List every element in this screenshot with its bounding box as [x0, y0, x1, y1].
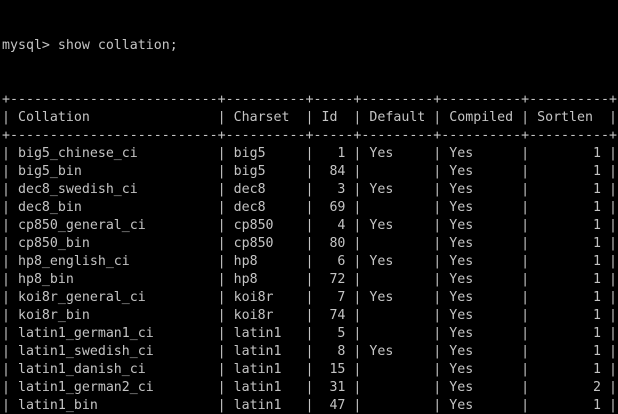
- table-row: | koi8r_general_ci | koi8r | 7 | Yes | Y…: [2, 290, 617, 305]
- table-row: | hp8_english_ci | hp8 | 6 | Yes | Yes |…: [2, 254, 617, 269]
- table-row: | koi8r_bin | koi8r | 74 | | Yes | 1 |: [2, 308, 617, 323]
- table-row: | dec8_bin | dec8 | 69 | | Yes | 1 |: [2, 200, 617, 215]
- table-row: | big5_chinese_ci | big5 | 1 | Yes | Yes…: [2, 146, 617, 161]
- table-row: | latin1_german1_ci | latin1 | 5 | | Yes…: [2, 326, 617, 341]
- table-row: | hp8_bin | hp8 | 72 | | Yes | 1 |: [2, 272, 617, 287]
- table-row: | cp850_general_ci | cp850 | 4 | Yes | Y…: [2, 218, 617, 233]
- table-row: | latin1_swedish_ci | latin1 | 8 | Yes |…: [2, 344, 617, 359]
- table-border: +--------------------------+----------+-…: [2, 92, 617, 107]
- table-row: | dec8_swedish_ci | dec8 | 3 | Yes | Yes…: [2, 182, 617, 197]
- command-line: mysql> show collation;: [2, 38, 178, 53]
- table-header-row: | Collation | Charset | Id | Default | C…: [2, 110, 617, 125]
- table-row: | latin1_bin | latin1 | 47 | | Yes | 1 |: [2, 398, 617, 413]
- result-table: +--------------------------+----------+-…: [2, 91, 618, 414]
- table-row: | cp850_bin | cp850 | 80 | | Yes | 1 |: [2, 236, 617, 251]
- table-row: | latin1_danish_ci | latin1 | 15 | | Yes…: [2, 362, 617, 377]
- table-row: | big5_bin | big5 | 84 | | Yes | 1 |: [2, 164, 617, 179]
- table-border: +--------------------------+----------+-…: [2, 128, 617, 143]
- table-row: | latin1_german2_ci | latin1 | 31 | | Ye…: [2, 380, 617, 395]
